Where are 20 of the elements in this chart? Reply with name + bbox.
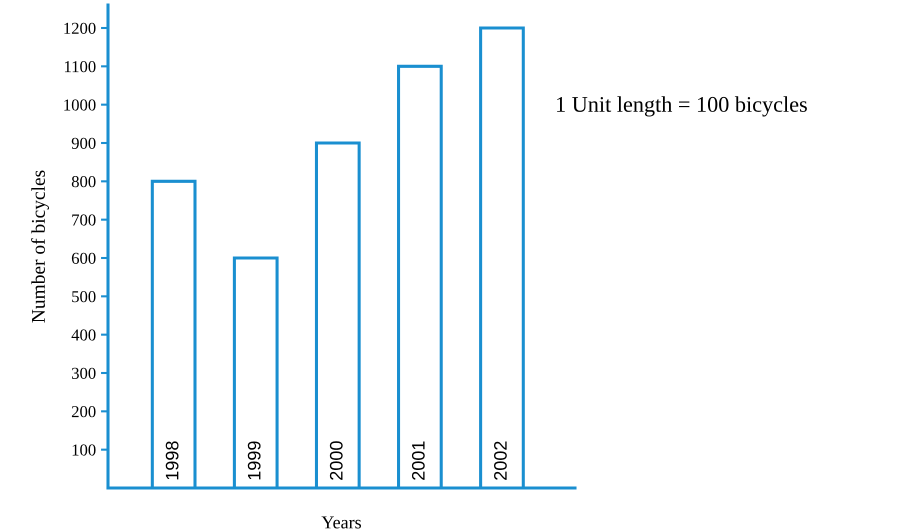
annotation: 1 Unit length = 100 bicycles	[557, 96, 807, 117]
y-tick-label: 300	[72, 368, 96, 379]
y-tick-label: 1200	[64, 22, 96, 34]
y-tick-label: 600	[72, 252, 96, 264]
y-tick-label: 800	[72, 176, 96, 188]
x-tick-label: 2000	[330, 441, 343, 480]
y-tick-label: 1000	[64, 99, 96, 111]
y-tick-label: 400	[72, 329, 96, 341]
x-tick-label: 1998	[166, 441, 179, 480]
x-tick-label: 1999	[248, 441, 261, 480]
y-tick-label: 100	[72, 444, 96, 456]
x-tick-label: 2002	[494, 441, 507, 480]
x-axis-title: Years	[322, 516, 361, 528]
x-tick-label: 2001	[412, 441, 425, 480]
y-tick-label: 700	[72, 214, 96, 226]
y-tick-label: 1100	[64, 61, 96, 72]
y-tick-label: 200	[72, 406, 96, 418]
y-axis-title: Number of bicycles	[31, 170, 49, 323]
y-tick-label: 500	[72, 291, 96, 302]
y-tick-label: 900	[72, 138, 96, 149]
